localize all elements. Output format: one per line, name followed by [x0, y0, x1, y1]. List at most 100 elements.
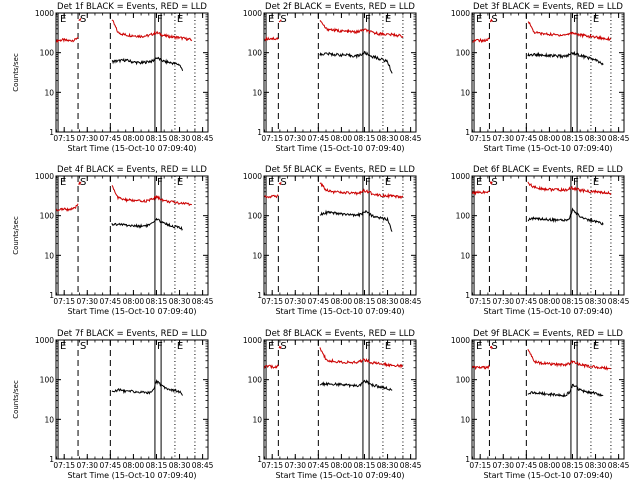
y-tick-label: 100: [248, 49, 263, 58]
lld-series-segment: [472, 189, 490, 196]
plot-frame: [471, 12, 625, 133]
y-tick-label: 10: [252, 251, 262, 260]
lld-series-segment: [278, 345, 282, 350]
marker-label: E: [268, 14, 274, 25]
y-axis-label: Counts/sec: [12, 216, 20, 255]
lld-series-segment: [319, 347, 403, 369]
x-tick-label: 08:00: [123, 461, 145, 470]
panel-6: Det 6f BLACK = Events, RED = LLD Start Ti…: [451, 165, 630, 316]
y-tick-label: 1000: [243, 336, 262, 345]
marker-label: E: [60, 177, 66, 188]
lld-series-segment: [472, 37, 490, 44]
x-tick-label: 07:30: [76, 461, 98, 470]
x-tick-label: 07:45: [308, 134, 330, 143]
x-tick-label: 08:15: [146, 134, 168, 143]
x-tick-label: 08:45: [608, 461, 630, 470]
y-tick-label: 1000: [243, 9, 262, 18]
y-tick-label: 10: [460, 251, 470, 260]
panel-3: Det 3f BLACK = Events, RED = LLD Start Ti…: [451, 2, 630, 153]
x-axis-label: Start Time (15-Oct-10 07:09:40): [275, 307, 404, 316]
y-tick-label: 10: [460, 415, 470, 424]
panel-title: Det 8f BLACK = Events, RED = LLD: [265, 329, 415, 339]
events-series-segment: [319, 379, 393, 391]
x-tick-label: 07:30: [76, 134, 98, 143]
x-tick-label: 07:15: [469, 461, 491, 470]
x-tick-label: 07:15: [261, 461, 283, 470]
x-tick-label: 07:30: [492, 134, 514, 143]
marker-label: E: [177, 14, 183, 25]
y-tick-label: 1: [49, 291, 54, 300]
x-tick-label: 07:45: [100, 297, 122, 306]
plot-frame: [55, 12, 209, 133]
x-tick-label: 08:30: [585, 461, 607, 470]
events-series-segment: [111, 217, 183, 231]
x-tick-label: 07:15: [261, 297, 283, 306]
y-tick-label: 10: [460, 88, 470, 97]
marker-label: S: [491, 14, 497, 25]
marker-label: E: [476, 177, 482, 188]
y-tick-label: 1: [465, 455, 470, 464]
y-tick-label: 1: [257, 128, 262, 137]
marker-label: S: [80, 177, 86, 188]
panel-title: Det 2f BLACK = Events, RED = LLD: [265, 2, 415, 12]
x-tick-label: 08:15: [354, 297, 376, 306]
x-tick-label: 08:00: [331, 134, 353, 143]
marker-label: F: [157, 177, 163, 188]
marker-label: E: [476, 341, 482, 352]
x-tick-label: 08:30: [169, 134, 191, 143]
marker-label: E: [593, 177, 599, 188]
lld-series-segment: [111, 19, 193, 42]
lld-series-segment: [56, 203, 79, 212]
marker-label: S: [491, 177, 497, 188]
marker-label: E: [268, 177, 274, 188]
x-tick-label: 08:45: [192, 461, 214, 470]
x-tick-label: 08:30: [585, 297, 607, 306]
lld-series-segment: [319, 182, 404, 200]
marker-label: S: [280, 177, 286, 188]
y-tick-label: 1000: [35, 336, 54, 345]
y-tick-label: 1000: [35, 9, 54, 18]
y-tick-label: 100: [40, 212, 55, 221]
x-tick-label: 07:30: [284, 461, 306, 470]
marker-label: F: [573, 14, 579, 25]
marker-label: F: [573, 341, 579, 352]
lld-series-segment: [489, 18, 493, 23]
y-axis-label: Counts/sec: [12, 380, 20, 419]
x-tick-label: 07:45: [308, 297, 330, 306]
x-tick-label: 08:45: [608, 134, 630, 143]
x-axis-label: Start Time (15-Oct-10 07:09:40): [67, 307, 196, 316]
plot-frame: [263, 175, 417, 296]
marker-label: F: [365, 177, 371, 188]
x-tick-label: 08:30: [585, 134, 607, 143]
x-tick-label: 08:00: [331, 297, 353, 306]
x-tick-label: 08:45: [608, 297, 630, 306]
x-tick-label: 08:30: [377, 134, 399, 143]
marker-label: F: [365, 14, 371, 25]
panel-1: Det 1f BLACK = Events, RED = LLD Start Ti…: [12, 2, 214, 153]
x-tick-label: 08:00: [539, 297, 561, 306]
y-tick-label: 10: [44, 251, 54, 260]
marker-label: E: [385, 177, 391, 188]
y-tick-label: 100: [456, 212, 471, 221]
x-tick-label: 08:45: [400, 297, 422, 306]
lld-series-segment: [264, 364, 279, 370]
marker-label: F: [157, 341, 163, 352]
events-series-segment: [111, 378, 183, 396]
y-tick-label: 1000: [35, 172, 54, 181]
x-tick-label: 08:00: [331, 461, 353, 470]
x-axis-label: Start Time (15-Oct-10 07:09:40): [483, 307, 612, 316]
marker-label: E: [60, 14, 66, 25]
x-tick-label: 08:30: [377, 461, 399, 470]
y-tick-label: 1: [49, 128, 54, 137]
x-tick-label: 07:30: [284, 297, 306, 306]
x-axis-label: Start Time (15-Oct-10 07:09:40): [275, 471, 404, 480]
x-tick-label: 07:45: [100, 134, 122, 143]
y-axis-label: Counts/sec: [12, 53, 20, 92]
y-tick-label: 100: [248, 376, 263, 385]
y-tick-label: 1000: [451, 9, 470, 18]
panel-4: Det 4f BLACK = Events, RED = LLD Start Ti…: [12, 165, 214, 316]
marker-label: E: [593, 341, 599, 352]
x-tick-label: 07:15: [53, 297, 75, 306]
x-tick-label: 08:00: [539, 134, 561, 143]
events-series-segment: [527, 383, 604, 398]
